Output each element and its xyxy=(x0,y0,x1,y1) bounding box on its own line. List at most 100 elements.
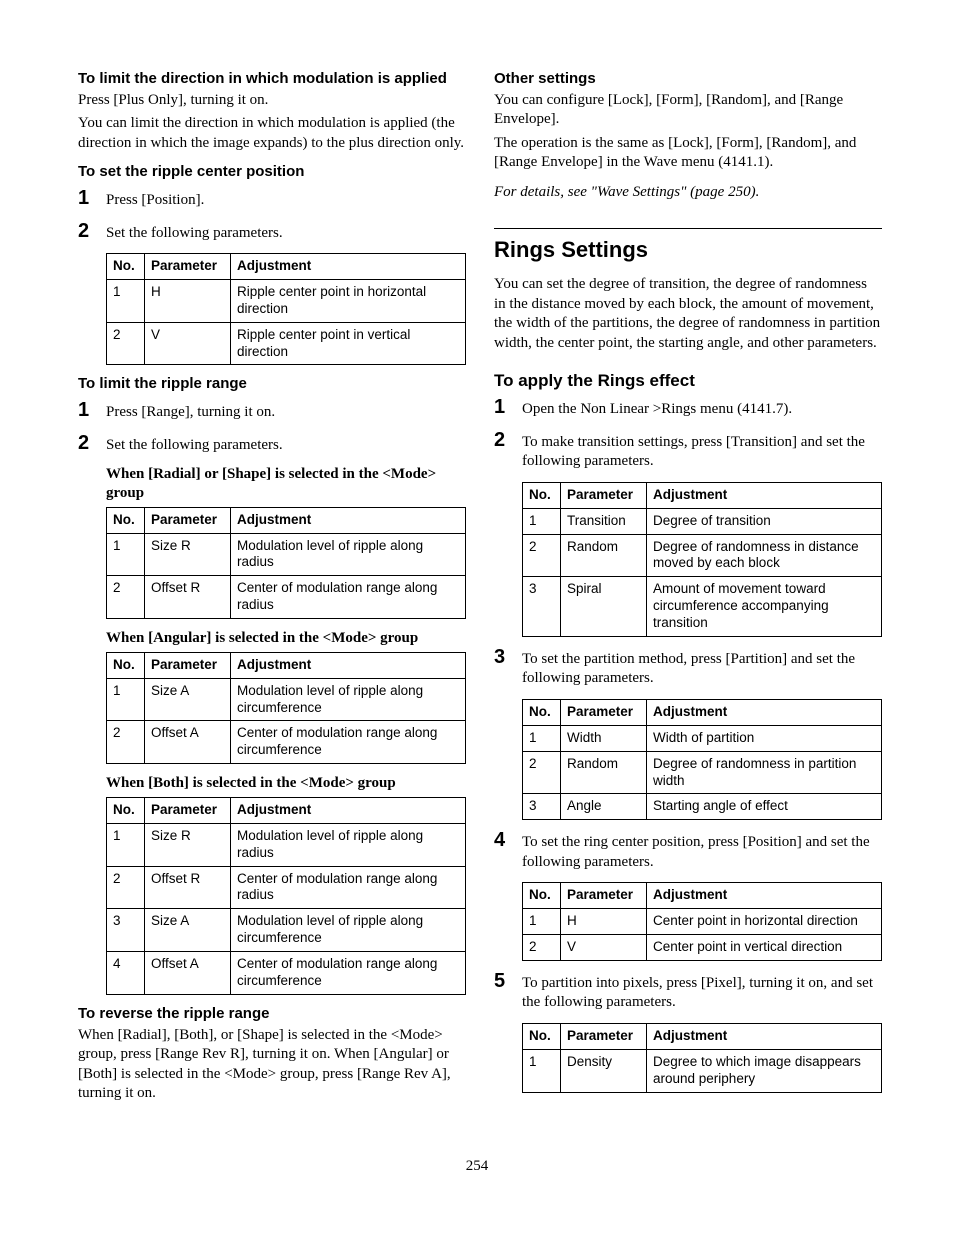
cell-parameter: Density xyxy=(561,1049,647,1092)
table-row: 2Offset RCenter of modulation range alon… xyxy=(107,866,466,909)
section-rule xyxy=(494,228,882,229)
table-row: 2Offset RCenter of modulation range alon… xyxy=(107,576,466,619)
col-parameter: Parameter xyxy=(145,652,231,678)
col-no: No. xyxy=(107,652,145,678)
cell-no: 2 xyxy=(523,751,561,794)
table-row: 2VCenter point in vertical direction xyxy=(523,935,882,961)
table-row: 1TransitionDegree of transition xyxy=(523,508,882,534)
step-number: 3 xyxy=(494,647,512,667)
col-adjustment: Adjustment xyxy=(647,482,882,508)
cell-parameter: V xyxy=(561,935,647,961)
cell-adjustment: Center point in horizontal direction xyxy=(647,909,882,935)
cell-no: 1 xyxy=(523,1049,561,1092)
step: 5 To partition into pixels, press [Pixel… xyxy=(494,971,882,1013)
heading-apply-rings: To apply the Rings effect xyxy=(494,371,882,391)
table-row: 1HCenter point in horizontal direction xyxy=(523,909,882,935)
step: 1 Open the Non Linear >Rings menu (4141.… xyxy=(494,397,882,420)
cell-adjustment: Center of modulation range along circumf… xyxy=(231,952,466,995)
table-row: 2RandomDegree of randomness in distance … xyxy=(523,534,882,577)
cell-adjustment: Ripple center point in horizontal direct… xyxy=(231,279,466,322)
cell-no: 3 xyxy=(523,794,561,820)
step-text: To make transition settings, press [Tran… xyxy=(522,433,882,472)
step: 2 Set the following parameters. xyxy=(78,221,466,244)
param-table-partition: No.ParameterAdjustment1WidthWidth of par… xyxy=(522,699,882,820)
col-adjustment: Adjustment xyxy=(231,652,466,678)
col-adjustment: Adjustment xyxy=(231,507,466,533)
table-caption: When [Angular] is selected in the <Mode>… xyxy=(106,629,466,648)
right-column: Other settings You can configure [Lock],… xyxy=(494,70,882,1108)
body-text: Press [Plus Only], turning it on. xyxy=(78,91,466,111)
cell-no: 3 xyxy=(523,577,561,637)
cell-parameter: Size A xyxy=(145,909,231,952)
cell-parameter: Random xyxy=(561,751,647,794)
col-parameter: Parameter xyxy=(145,507,231,533)
heading-limit-range: To limit the ripple range xyxy=(78,375,466,394)
param-table-radial: No.ParameterAdjustment1Size RModulation … xyxy=(106,507,466,619)
table-row: 1WidthWidth of partition xyxy=(523,725,882,751)
body-text: You can limit the direction in which mod… xyxy=(78,114,466,153)
step-text: To partition into pixels, press [Pixel],… xyxy=(522,974,882,1013)
col-parameter: Parameter xyxy=(561,1023,647,1049)
col-no: No. xyxy=(523,482,561,508)
cell-parameter: Width xyxy=(561,725,647,751)
cell-no: 1 xyxy=(107,678,145,721)
param-table-transition: No.ParameterAdjustment1TransitionDegree … xyxy=(522,482,882,637)
body-text: You can set the degree of transition, th… xyxy=(494,275,882,353)
table-row: 2RandomDegree of randomness in partition… xyxy=(523,751,882,794)
step: 3 To set the partition method, press [Pa… xyxy=(494,647,882,689)
table-row: 1Size AModulation level of ripple along … xyxy=(107,678,466,721)
col-adjustment: Adjustment xyxy=(231,254,466,280)
step: 1 Press [Position]. xyxy=(78,188,466,211)
cell-adjustment: Center point in vertical direction xyxy=(647,935,882,961)
cell-parameter: Random xyxy=(561,534,647,577)
param-table-pixel: No.ParameterAdjustment1DensityDegree to … xyxy=(522,1023,882,1093)
reference-text: For details, see "Wave Settings" (page 2… xyxy=(494,183,882,203)
step: 1 Press [Range], turning it on. xyxy=(78,400,466,423)
heading-limit-direction: To limit the direction in which modulati… xyxy=(78,70,466,89)
param-table-position: No.ParameterAdjustment1HCenter point in … xyxy=(522,882,882,961)
cell-no: 4 xyxy=(107,952,145,995)
cell-parameter: H xyxy=(145,279,231,322)
step-text: To set the partition method, press [Part… xyxy=(522,650,882,689)
step: 2 To make transition settings, press [Tr… xyxy=(494,430,882,472)
col-no: No. xyxy=(523,883,561,909)
param-table-center: No.ParameterAdjustment1HRipple center po… xyxy=(106,253,466,365)
cell-adjustment: Degree of randomness in partition width xyxy=(647,751,882,794)
table-row: 3AngleStarting angle of effect xyxy=(523,794,882,820)
table-row: 2VRipple center point in vertical direct… xyxy=(107,322,466,365)
cell-adjustment: Modulation level of ripple along circumf… xyxy=(231,909,466,952)
body-text: You can configure [Lock], [Form], [Rando… xyxy=(494,91,882,130)
page-number: 254 xyxy=(0,1148,954,1205)
cell-no: 2 xyxy=(523,935,561,961)
cell-adjustment: Degree of transition xyxy=(647,508,882,534)
cell-no: 2 xyxy=(107,576,145,619)
cell-adjustment: Starting angle of effect xyxy=(647,794,882,820)
step-number: 2 xyxy=(78,221,96,241)
col-adjustment: Adjustment xyxy=(647,883,882,909)
col-parameter: Parameter xyxy=(561,883,647,909)
col-no: No. xyxy=(523,1023,561,1049)
table-row: 1DensityDegree to which image disappears… xyxy=(523,1049,882,1092)
cell-parameter: Offset R xyxy=(145,866,231,909)
cell-no: 1 xyxy=(107,533,145,576)
cell-parameter: Angle xyxy=(561,794,647,820)
cell-parameter: Offset A xyxy=(145,721,231,764)
cell-no: 2 xyxy=(107,322,145,365)
cell-parameter: V xyxy=(145,322,231,365)
cell-parameter: Size R xyxy=(145,533,231,576)
cell-adjustment: Amount of movement toward circumference … xyxy=(647,577,882,637)
col-parameter: Parameter xyxy=(561,699,647,725)
step-number: 2 xyxy=(78,433,96,453)
cell-adjustment: Center of modulation range along circumf… xyxy=(231,721,466,764)
step: 2 Set the following parameters. xyxy=(78,433,466,456)
table-row: 1Size RModulation level of ripple along … xyxy=(107,533,466,576)
table-caption: When [Radial] or [Shape] is selected in … xyxy=(106,465,466,503)
col-parameter: Parameter xyxy=(145,797,231,823)
body-text: The operation is the same as [Lock], [Fo… xyxy=(494,134,882,173)
col-adjustment: Adjustment xyxy=(231,797,466,823)
step-number: 5 xyxy=(494,971,512,991)
cell-parameter: Transition xyxy=(561,508,647,534)
cell-adjustment: Modulation level of ripple along radius xyxy=(231,533,466,576)
cell-no: 1 xyxy=(107,279,145,322)
step-text: To set the ring center position, press [… xyxy=(522,833,882,872)
